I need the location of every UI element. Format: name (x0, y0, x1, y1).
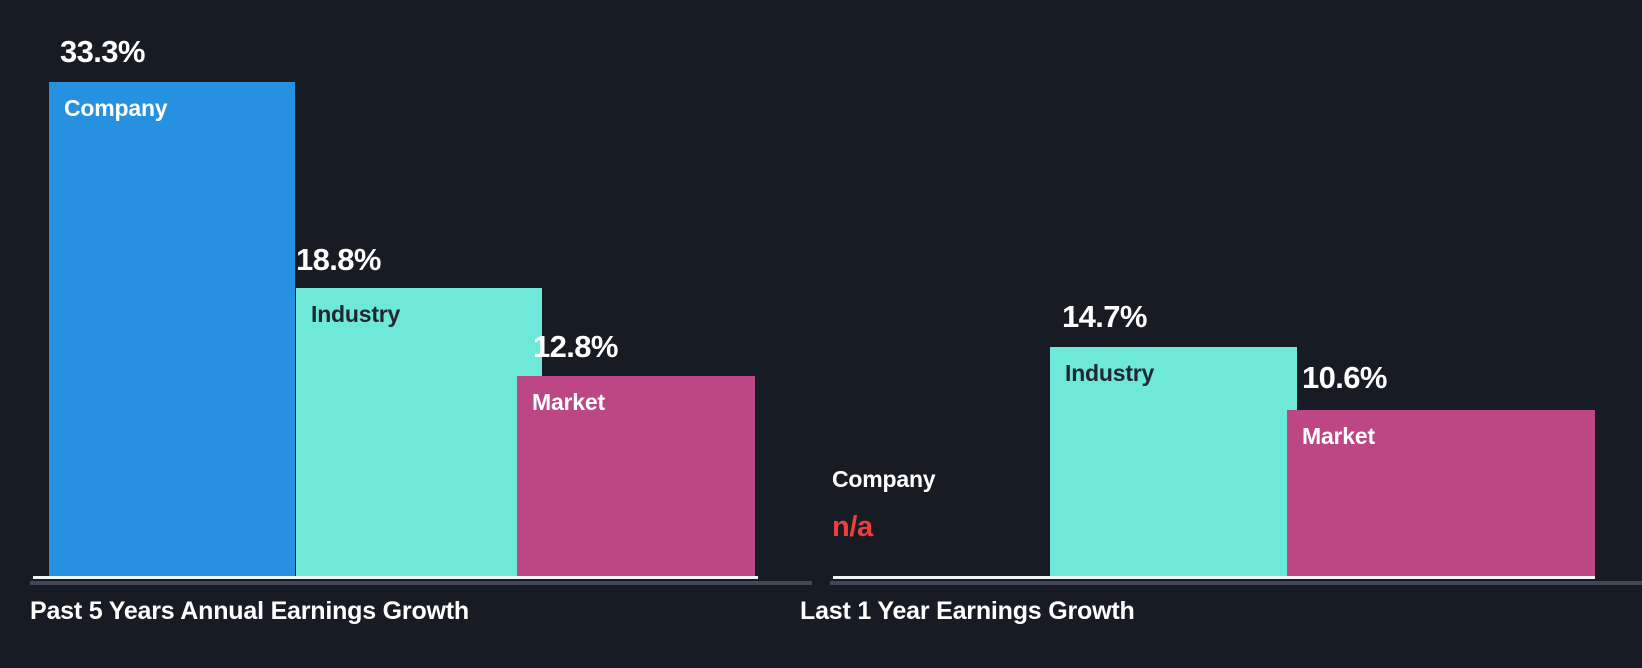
value-label-market: 12.8% (533, 329, 619, 364)
panel-past-5-years: 33.3% Company 18.8% Industry 12.8% Marke… (0, 0, 790, 668)
panel-title-past-5-years: Past 5 Years Annual Earnings Growth (30, 597, 469, 625)
bar-label-market: Market (532, 389, 605, 415)
bar-market-right[interactable]: Market (1287, 410, 1595, 579)
bar-industry-right[interactable]: Industry (1050, 347, 1297, 579)
baseline-rule-right (833, 576, 1595, 579)
value-label-company-na: n/a (832, 511, 873, 543)
bar-label-company-right: Company (832, 466, 936, 492)
axis-rule-right (830, 581, 1642, 585)
empty-series-company[interactable]: Company n/a (832, 466, 936, 543)
plot-area-right: Company n/a 14.7% Industry 10.6% Market (790, 0, 1642, 585)
value-label-market-right: 10.6% (1302, 360, 1388, 395)
plot-area-left: 33.3% Company 18.8% Industry 12.8% Marke… (0, 0, 790, 585)
value-label-industry: 18.8% (296, 242, 382, 277)
panel-title-last-1-year: Last 1 Year Earnings Growth (800, 597, 1135, 625)
bar-label-market-right: Market (1302, 423, 1375, 449)
axis-tick-left-right-panel (790, 581, 812, 585)
value-label-industry-right: 14.7% (1062, 299, 1148, 334)
axis-rule-left (30, 581, 790, 585)
baseline-rule-left (33, 576, 758, 579)
bar-industry[interactable]: Industry (296, 288, 542, 579)
bar-label-company: Company (64, 95, 168, 121)
value-label-company: 33.3% (60, 34, 146, 69)
bar-market[interactable]: Market (517, 376, 755, 579)
bar-company[interactable]: Company (49, 82, 295, 579)
bar-label-industry-right: Industry (1065, 360, 1155, 386)
bar-label-industry: Industry (311, 301, 401, 327)
panel-last-1-year: Company n/a 14.7% Industry 10.6% Market … (790, 0, 1642, 668)
